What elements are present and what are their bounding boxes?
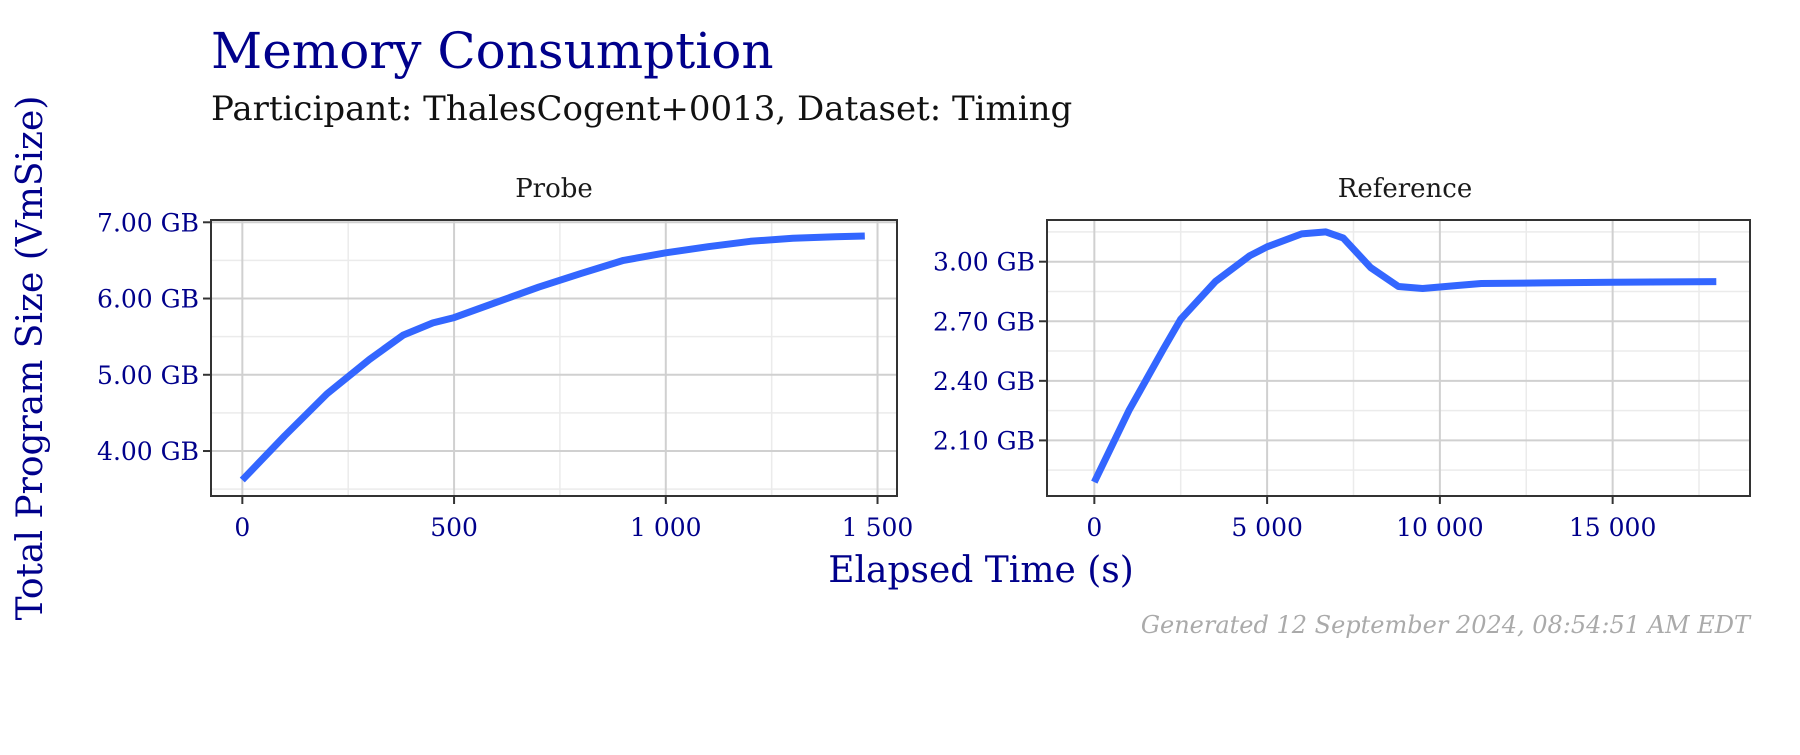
y-tick-label: 2.70 GB xyxy=(933,307,1035,336)
x-tick-label: 1 000 xyxy=(630,513,702,542)
y-tick-label: 4.00 GB xyxy=(97,437,199,466)
panel-border xyxy=(1046,219,1751,497)
panel-reference: 0 5 000 10 000 15 000 2.10 GB 2.40 GB 2.70 GB 3… xyxy=(933,219,1751,542)
y-tick-label: 2.40 GB xyxy=(933,367,1035,396)
y-tick-label: 6.00 GB xyxy=(97,285,199,314)
generated-footer: Generated 12 September 2024, 08:54:51 AM… xyxy=(1141,611,1752,639)
series-line-probe xyxy=(239,232,865,483)
y-tick-label: 5.00 GB xyxy=(97,361,199,390)
series-line-reference xyxy=(1091,228,1717,484)
y-axis-label: Total Program Size (VmSize) xyxy=(10,96,51,621)
chart-title: Memory Consumption xyxy=(211,22,774,80)
x-tick-label: 10 000 xyxy=(1396,513,1483,542)
panel-border xyxy=(210,219,898,497)
y-tick-label: 7.00 GB xyxy=(97,208,199,237)
y-tick-label: 2.10 GB xyxy=(933,426,1035,455)
chart-subtitle: Participant: ThalesCogent+0013, Dataset:… xyxy=(211,89,1072,129)
panel-title-reference: Reference xyxy=(1338,174,1472,204)
panel-probe: 0 500 1 000 1 500 4.00 GB 5.00 GB 6.00 GB 7.00 … xyxy=(97,208,913,542)
x-tick-label: 0 xyxy=(234,513,250,542)
x-tick-label: 15 000 xyxy=(1569,513,1656,542)
x-tick-label: 5 000 xyxy=(1231,513,1303,542)
x-axis-label: Elapsed Time (s) xyxy=(828,550,1134,591)
x-tick-label: 1 500 xyxy=(842,513,914,542)
panel-title-probe: Probe xyxy=(515,174,593,204)
x-tick-label: 500 xyxy=(430,513,478,542)
y-tick-label: 3.00 GB xyxy=(933,248,1035,277)
x-tick-label: 0 xyxy=(1086,513,1102,542)
